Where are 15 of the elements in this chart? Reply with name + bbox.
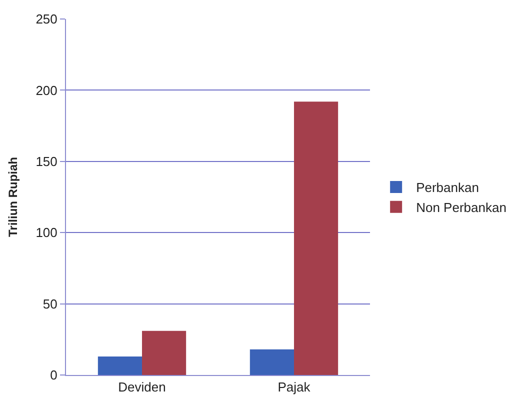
legend-label: Perbankan — [416, 180, 479, 196]
y-axis-title: Triliun Rupiah — [6, 157, 20, 237]
y-tick-label: 150 — [36, 154, 58, 169]
x-tick-label: Deviden — [118, 380, 166, 395]
bar — [294, 102, 338, 375]
x-tick-label: Pajak — [278, 380, 311, 395]
bar — [98, 356, 142, 375]
y-tick-label: 50 — [42, 296, 58, 312]
legend-label: Non Perbankan — [416, 200, 506, 215]
y-tick-label: 250 — [36, 12, 58, 27]
y-tick-label: 0 — [50, 368, 58, 383]
y-tick-label: 200 — [36, 82, 58, 98]
bar — [142, 330, 186, 375]
y-tick-label: 100 — [36, 225, 58, 240]
bar — [250, 349, 294, 375]
